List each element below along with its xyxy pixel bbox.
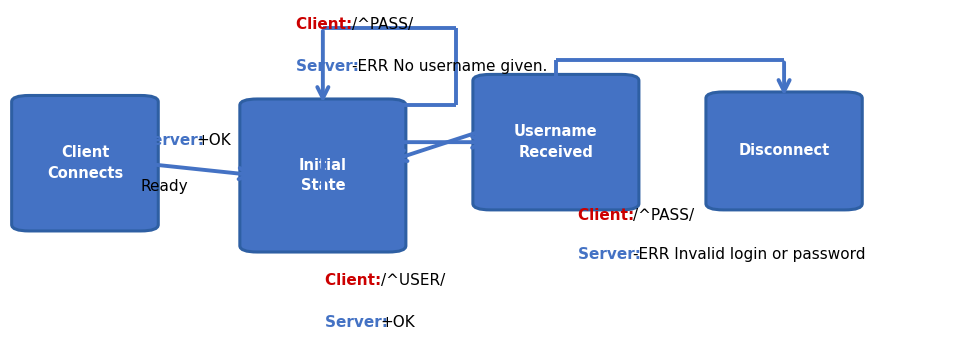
Text: Client:: Client:: [325, 273, 386, 288]
FancyBboxPatch shape: [473, 74, 639, 210]
Text: Server:: Server:: [141, 133, 209, 148]
Text: +OK: +OK: [381, 316, 416, 330]
Text: Username
Received: Username Received: [514, 124, 598, 160]
Text: -ERR Invalid login or password: -ERR Invalid login or password: [633, 247, 866, 262]
Text: Server:: Server:: [578, 247, 646, 262]
FancyBboxPatch shape: [240, 99, 406, 252]
Text: -ERR No username given.: -ERR No username given.: [352, 59, 547, 74]
Text: Client:: Client:: [578, 208, 639, 223]
Text: Disconnect: Disconnect: [739, 144, 829, 158]
Text: Ready: Ready: [141, 179, 188, 193]
Text: Client:: Client:: [296, 17, 357, 32]
Text: /^PASS/: /^PASS/: [352, 17, 413, 32]
Text: Client
Connects: Client Connects: [47, 145, 123, 181]
Text: Initial
State: Initial State: [299, 158, 347, 193]
Text: Server:: Server:: [296, 59, 364, 74]
Text: +OK: +OK: [196, 133, 231, 148]
Text: Server:: Server:: [325, 316, 393, 330]
FancyBboxPatch shape: [706, 92, 862, 210]
Text: /^PASS/: /^PASS/: [633, 208, 694, 223]
FancyBboxPatch shape: [12, 95, 158, 231]
Text: /^USER/: /^USER/: [381, 273, 445, 288]
